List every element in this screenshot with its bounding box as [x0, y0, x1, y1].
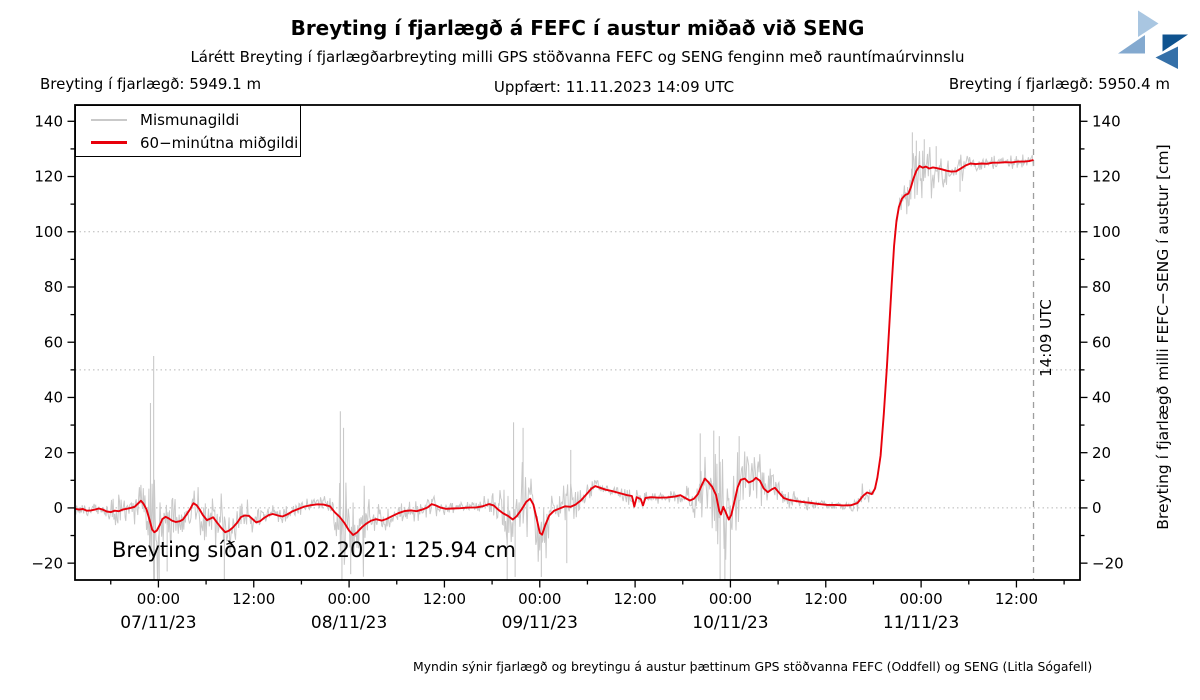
logo-triangle-bottom: [1155, 46, 1178, 69]
y-tick-label-right: 100: [1092, 223, 1121, 241]
y-tick-label-right: 40: [1092, 389, 1111, 407]
y-tick-label-left: −20: [31, 554, 63, 572]
y-tick-label-right: −20: [1092, 554, 1124, 572]
y-tick-label-left: 40: [44, 389, 63, 407]
x-tick-label: 00:00: [137, 590, 180, 608]
legend-label: Mismunagildi: [140, 110, 240, 129]
logo-triangle-left: [1118, 35, 1145, 54]
figure-caption: Myndin sýnir fjarlægð og breytingu á aus…: [413, 659, 1093, 674]
legend-item-difference: Mismunagildi: [91, 111, 300, 129]
chart-subtitle: Lárétt Breyting í fjarlægðarbreyting mil…: [190, 48, 965, 66]
x-date-label: 11/11/23: [883, 613, 959, 633]
y-tick-label-left: 80: [44, 278, 63, 296]
y-tick-label-left: 0: [53, 499, 63, 517]
x-tick-label: 12:00: [613, 590, 656, 608]
y-tick-label-right: 140: [1092, 112, 1121, 130]
update-time-label: 14:09 UTC: [1037, 299, 1055, 377]
distance-readout-left: Breyting í fjarlægð: 5949.1 m: [40, 75, 262, 93]
chart-title: Breyting í fjarlægð á FEFC í austur miða…: [290, 16, 865, 40]
plot-frame: [74, 104, 1081, 581]
change-since-annotation: Breyting síðan 01.02.2021: 125.94 cm: [112, 538, 516, 562]
y-tick-label-right: 120: [1092, 168, 1121, 186]
y-tick-label-right: 80: [1092, 278, 1111, 296]
difference-noise-series: [75, 146, 1034, 580]
y-tick-label-left: 100: [34, 223, 63, 241]
x-tick-label: 12:00: [995, 590, 1038, 608]
y-tick-label-left: 60: [44, 333, 63, 351]
updated-timestamp: Uppfært: 11.11.2023 14:09 UTC: [493, 78, 735, 96]
x-tick-label: 00:00: [327, 590, 370, 608]
x-tick-label: 00:00: [709, 590, 752, 608]
x-date-label: 09/11/23: [502, 613, 578, 633]
y-tick-label-left: 120: [34, 168, 63, 186]
x-tick-label: 12:00: [804, 590, 847, 608]
distance-readout-right: Breyting í fjarlægð: 5950.4 m: [948, 75, 1170, 93]
gray-line-swatch: [91, 118, 127, 121]
y-tick-label-right: 20: [1092, 444, 1111, 462]
logo-triangle-top: [1138, 10, 1159, 37]
y-tick-label-right: 0: [1092, 499, 1102, 517]
red-line-swatch: [91, 141, 127, 144]
x-date-label: 10/11/23: [692, 613, 768, 633]
legend-item-median: 60−minútna miðgildi: [91, 134, 300, 152]
median-series: [75, 159, 1034, 536]
x-tick-label: 00:00: [899, 590, 942, 608]
legend: Mismunagildi 60−minútna miðgildi: [75, 105, 301, 157]
y-tick-label-left: 20: [44, 444, 63, 462]
x-date-label: 07/11/23: [120, 613, 196, 633]
y-tick-label-right: 60: [1092, 333, 1111, 351]
met-office-pinwheel-logo-icon: [1118, 10, 1188, 69]
x-tick-label: 00:00: [518, 590, 561, 608]
logo-triangle-right: [1162, 34, 1188, 52]
x-tick-label: 12:00: [232, 590, 275, 608]
x-tick-label: 12:00: [423, 590, 466, 608]
legend-label: 60−minútna miðgildi: [140, 133, 299, 152]
x-date-label: 08/11/23: [311, 613, 387, 633]
y-tick-label-left: 140: [34, 112, 63, 130]
